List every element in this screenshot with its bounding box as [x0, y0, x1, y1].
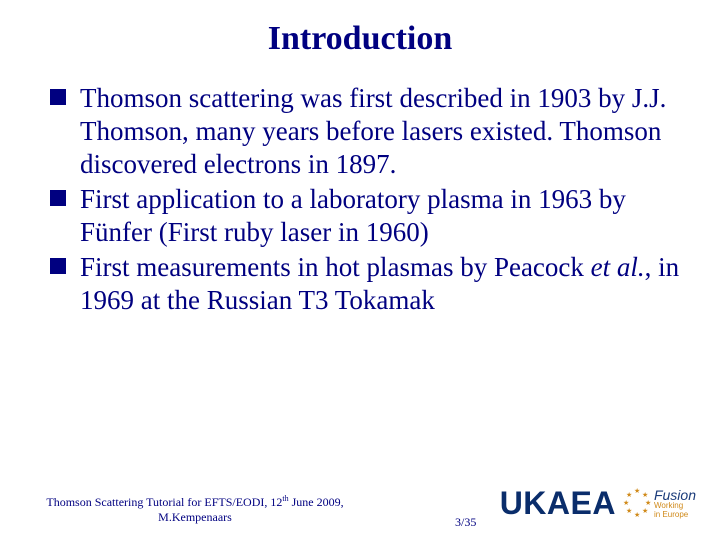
footer-citation: Thomson Scattering Tutorial for EFTS/EOD… — [30, 494, 360, 524]
square-bullet-icon — [50, 258, 66, 274]
fusion-logo: ★ ★ ★ ★ ★ ★ ★ ★ Fusion Working in Europe — [622, 488, 696, 519]
stars-ring-icon: ★ ★ ★ ★ ★ ★ ★ ★ — [622, 490, 650, 518]
footer-line1-pre: Thomson Scattering Tutorial for EFTS/EOD… — [46, 495, 282, 509]
bullet-text: Thomson scattering was first described i… — [80, 83, 666, 179]
page-number: 3/35 — [455, 515, 476, 530]
logo-block: UKAEA ★ ★ ★ ★ ★ ★ ★ ★ Fusion Working in … — [500, 485, 696, 522]
bullet-list: Thomson scattering was first described i… — [30, 82, 690, 317]
square-bullet-icon — [50, 89, 66, 105]
bullet-text: First application to a laboratory plasma… — [80, 184, 626, 247]
footer: Thomson Scattering Tutorial for EFTS/EOD… — [0, 476, 720, 530]
slide: Introduction Thomson scattering was firs… — [0, 0, 720, 540]
bullet-text: First measurements in hot plasmas by Pea… — [80, 252, 679, 315]
bullet-item: First measurements in hot plasmas by Pea… — [50, 251, 690, 317]
fusion-sub2: in Europe — [654, 511, 696, 519]
bullet-item: Thomson scattering was first described i… — [50, 82, 690, 181]
bullet-item: First application to a laboratory plasma… — [50, 183, 690, 249]
square-bullet-icon — [50, 190, 66, 206]
ukaea-logo: UKAEA — [500, 485, 616, 522]
footer-line1-post: June 2009, — [289, 495, 344, 509]
footer-author: M.Kempenaars — [30, 510, 360, 524]
fusion-label: Fusion — [654, 488, 696, 502]
slide-title: Introduction — [30, 20, 690, 58]
